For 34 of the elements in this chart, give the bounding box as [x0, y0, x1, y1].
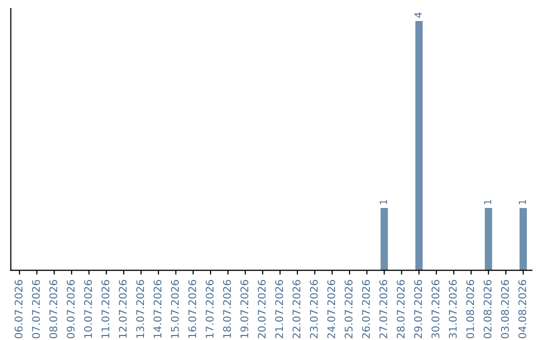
x-tick-label: 26.07.2026: [362, 280, 370, 338]
x-tick-label: 06.07.2026: [14, 280, 23, 338]
data-label: 1: [518, 200, 526, 204]
x-tick-label: 24.07.2026: [327, 280, 336, 338]
x-tick-label: 08.07.2026: [49, 280, 58, 338]
data-label: 1: [380, 200, 387, 204]
x-tick-label: 20.07.2026: [258, 280, 266, 338]
x-tick-label: 03.08.2026: [500, 280, 509, 338]
x-tick-label: 13.07.2026: [136, 280, 144, 338]
x-tick-label: 18.07.2026: [223, 280, 231, 338]
x-tick-label: 12.07.2026: [118, 280, 127, 338]
x-tick-label: 02.08.2026: [484, 280, 492, 338]
x-tick-label: 17.07.2026: [206, 280, 214, 338]
x-tick-label: 30.07.2026: [432, 280, 440, 338]
x-tick-label: 28.07.2026: [396, 280, 405, 338]
x-tick-label: 16.07.2026: [188, 280, 196, 338]
x-tick-label: 19.07.2026: [240, 280, 248, 338]
x-tick-label: 27.07.2026: [379, 280, 388, 338]
x-tick-label: 25.07.2026: [344, 280, 353, 338]
x-tick-label: 10.07.2026: [84, 280, 92, 338]
data-label: 1: [484, 200, 492, 204]
x-tick-label: 09.07.2026: [66, 280, 75, 338]
x-tick-label: 31.07.2026: [448, 280, 457, 338]
x-tick-label: 04.08.2026: [518, 280, 526, 338]
x-tick-label: 29.07.2026: [414, 280, 422, 338]
x-tick-label: 23.07.2026: [310, 280, 318, 338]
x-tick-label: 22.07.2026: [292, 280, 300, 338]
x-tick-label: 11.07.2026: [101, 280, 110, 338]
x-tick-label: 15.07.2026: [170, 280, 179, 338]
x-tick-label: 14.07.2026: [154, 280, 162, 338]
data-label: 4: [414, 12, 422, 18]
x-tick-label: 07.07.2026: [32, 280, 40, 338]
x-tick-label: 01.08.2026: [466, 280, 474, 338]
x-tick-label: 21.07.2026: [275, 280, 284, 338]
